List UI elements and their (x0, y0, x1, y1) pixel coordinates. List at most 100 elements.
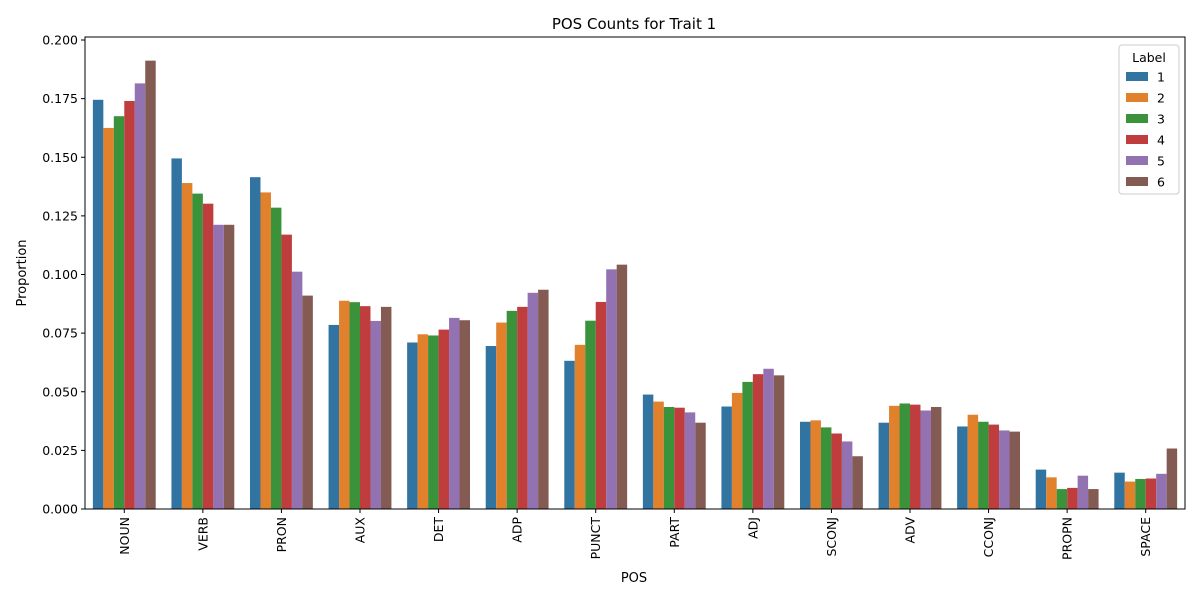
bar-adp-label-4 (517, 306, 528, 509)
y-tick-label: 0.125 (42, 208, 78, 223)
legend-label-5: 5 (1157, 154, 1165, 169)
y-tick-label: 0.150 (42, 150, 78, 165)
bar-verb-label-5 (213, 224, 224, 510)
legend-swatch-5 (1126, 156, 1148, 165)
bar-adp-label-1 (485, 346, 497, 509)
bar-noun-label-4 (124, 100, 135, 509)
bar-adp-label-2 (496, 322, 507, 509)
bar-pron-label-1 (250, 177, 261, 509)
bar-punct-label-2 (574, 344, 586, 509)
bar-propn-label-6 (1088, 489, 1099, 509)
bar-propn-label-2 (1046, 477, 1057, 509)
bar-sconj-label-4 (831, 433, 842, 509)
bar-aux-label-4 (360, 306, 371, 509)
y-axis: 0.000 0.025 0.050 0.075 0.100 0.125 0.150 0.175… (42, 33, 85, 517)
bar-det-label-5 (449, 317, 460, 509)
bar-part-label-5 (684, 412, 696, 509)
bar-part-label-3 (663, 406, 675, 509)
bar-noun-label-1 (92, 99, 104, 510)
bar-det-label-6 (459, 320, 470, 509)
bar-verb-label-3 (192, 193, 203, 509)
bar-space-label-4 (1145, 478, 1157, 509)
bar-space-label-3 (1135, 478, 1146, 509)
bar-aux-label-3 (349, 302, 360, 509)
bar-space-label-5 (1156, 473, 1167, 509)
bar-aux-label-2 (339, 300, 350, 509)
bar-cconj-label-6 (1009, 431, 1020, 509)
legend-swatch-6 (1126, 177, 1148, 186)
bar-noun-label-5 (134, 83, 146, 509)
bar-det-label-3 (428, 335, 439, 509)
bar-cconj-label-5 (999, 430, 1010, 509)
legend-swatch-2 (1126, 93, 1148, 102)
bar-noun-label-6 (145, 60, 156, 509)
bar-space-label-1 (1114, 472, 1125, 509)
x-tick-label: NOUN (117, 517, 132, 555)
bar-punct-label-4 (595, 301, 607, 509)
bar-adv-label-6 (930, 406, 942, 509)
bar-cconj-label-2 (967, 414, 979, 509)
x-tick-label: PROPN (1060, 517, 1075, 560)
legend-swatch-4 (1126, 135, 1148, 144)
bar-punct-label-5 (606, 269, 617, 509)
bar-space-label-6 (1166, 448, 1178, 509)
bar-adv-label-5 (920, 410, 931, 509)
y-tick-label: 0.025 (42, 443, 78, 458)
bar-det-label-1 (407, 342, 418, 509)
bar-propn-label-3 (1056, 489, 1068, 509)
bar-verb-label-6 (223, 224, 235, 510)
bar-noun-label-2 (103, 127, 114, 509)
bar-verb-label-4 (202, 203, 214, 509)
x-tick-label: VERB (195, 517, 210, 551)
x-tick-label: ADJ (745, 517, 760, 539)
bar-adv-label-3 (899, 403, 910, 509)
bar-sconj-label-6 (852, 456, 863, 509)
bar-adj-label-1 (721, 406, 732, 509)
bar-noun-label-3 (113, 116, 125, 510)
bar-sconj-label-3 (820, 427, 832, 509)
bar-punct-label-3 (585, 320, 596, 509)
legend-swatch-1 (1126, 72, 1148, 81)
x-tick-label: ADP (510, 517, 525, 543)
bars-group (92, 60, 1178, 510)
y-tick-label: 0.175 (42, 91, 78, 106)
x-tick-label: AUX (353, 517, 368, 544)
bar-pron-label-3 (270, 207, 282, 510)
y-axis-title: Proportion (15, 239, 30, 306)
legend-label-4: 4 (1157, 133, 1165, 148)
legend-label-2: 2 (1157, 91, 1165, 106)
bar-cconj-label-1 (957, 426, 968, 509)
legend-swatch-3 (1126, 114, 1148, 123)
bar-adp-label-6 (538, 289, 549, 509)
legend-label-3: 3 (1157, 112, 1165, 127)
bar-sconj-label-1 (800, 421, 811, 509)
x-tick-label: DET (431, 517, 446, 543)
y-tick-label: 0.100 (42, 267, 78, 282)
x-axis-title: POS (621, 571, 647, 586)
bar-punct-label-6 (616, 264, 628, 509)
y-tick-label: 0.200 (42, 33, 78, 48)
bar-cconj-label-4 (988, 424, 1000, 509)
bar-det-label-4 (438, 329, 450, 509)
bar-pron-label-5 (291, 271, 303, 509)
bar-pron-label-4 (281, 234, 292, 509)
bar-sconj-label-5 (841, 441, 853, 509)
bar-part-label-1 (642, 394, 654, 509)
bar-part-label-6 (695, 422, 706, 509)
x-tick-label: PRON (274, 517, 289, 552)
plot-frame (84, 36, 1186, 510)
bar-verb-label-2 (181, 183, 193, 510)
bar-pron-label-6 (302, 295, 313, 509)
bar-adj-label-4 (752, 374, 764, 509)
x-tick-label: CCONJ (981, 517, 996, 557)
bar-det-label-2 (417, 334, 429, 509)
y-tick-label: 0.050 (42, 384, 78, 399)
bar-aux-label-5 (370, 320, 381, 509)
bar-pron-label-2 (260, 192, 271, 510)
x-tick-label: SPACE (1138, 517, 1153, 557)
legend: Label 1 2 3 4 5 6 (1118, 44, 1180, 195)
bar-punct-label-1 (564, 360, 575, 509)
bar-adv-label-2 (889, 405, 900, 509)
legend-title: Label (1132, 50, 1166, 65)
